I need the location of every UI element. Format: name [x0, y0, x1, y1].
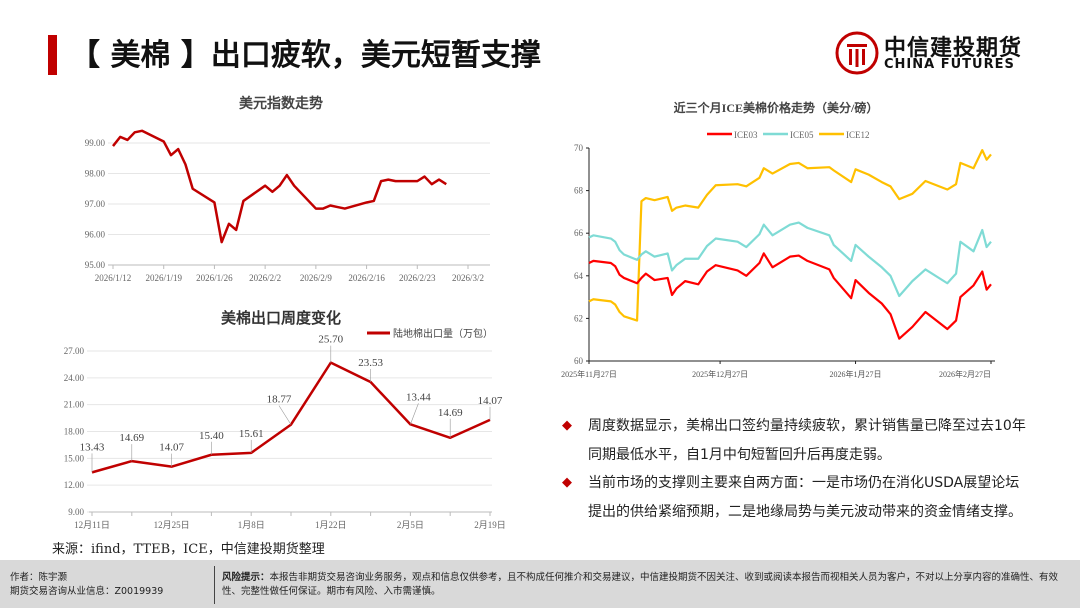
x-tick-label: 2月19日 [474, 520, 506, 530]
data-label: 13.44 [406, 391, 431, 403]
footer: 作者：陈宇灏 期货交易咨询从业信息：Z0019939 风险提示：本报告非期货交易… [0, 560, 1080, 608]
logo-en-text: CHINA FUTURES [884, 57, 1015, 72]
y-tick-label: 21.00 [64, 400, 85, 410]
y-tick-label: 66 [574, 228, 584, 238]
data-label: 15.40 [199, 430, 224, 442]
x-tick-label: 12月25日 [154, 520, 190, 530]
data-label: 14.69 [119, 432, 144, 444]
x-tick-label: 2025年12月27日 [692, 369, 748, 379]
export-chart: 美棉出口周度变化 陆地棉出口量（万包） 9.00 12.00 15.00 18.00 2… [64, 309, 506, 530]
data-label: 23.53 [358, 357, 383, 369]
x-tick-label: 2026/2/2 [249, 273, 281, 283]
y-tick-label: 70 [574, 143, 584, 153]
ice-chart-title: 近三个月ICE美棉价格走势（美分/磅） [674, 100, 879, 115]
diamond-icon: ◆ [562, 418, 572, 433]
logo-emblem-icon [835, 31, 879, 75]
risk-label: 风险提示： [222, 572, 270, 583]
ice-chart: 近三个月ICE美棉价格走势（美分/磅） ICE03 ICE05 ICE12 60 62 6… [561, 100, 995, 379]
x-tick-label: 2026年1月27日 [830, 369, 882, 379]
export-line [91, 361, 491, 474]
y-tick-label: 62 [574, 313, 583, 323]
dxy-chart-title: 美元指数走势 [239, 95, 323, 112]
x-tick-label: 2月5日 [397, 520, 424, 530]
x-tick-label: 2026/2/16 [348, 273, 385, 283]
data-label: 25.70 [318, 334, 343, 346]
y-tick-label: 15.00 [64, 453, 85, 463]
dxy-chart: 美元指数走势 95.00 96.00 97.00 98.00 99.00 2026/1/1… [85, 95, 490, 283]
dxy-line [112, 129, 447, 244]
y-tick-label: 68 [574, 186, 584, 196]
data-label: 18.77 [267, 394, 292, 406]
license-number: 期货交易咨询从业信息：Z0019939 [10, 586, 164, 597]
author: 作者：陈宇灏 [10, 572, 68, 583]
bullet-text: 周度数据显示，美棉出口签约量持续疲软，累计销售量已降至过去10年同期最低水平，自… [588, 418, 1026, 463]
bullet-text: 当前市场的支撑则主要来自两方面：一是市场仍在消化USDA展望论坛提出的供给紧缩预… [588, 475, 1022, 520]
series-line-ice05 [588, 221, 992, 298]
data-label: 15.61 [239, 428, 264, 440]
x-tick-label: 2026/2/23 [399, 273, 436, 283]
y-tick-label: 95.00 [85, 260, 106, 270]
title-accent-bar [48, 35, 57, 75]
y-tick-label: 12.00 [64, 480, 85, 490]
data-label: 14.07 [478, 395, 503, 407]
x-tick-label: 1月8日 [238, 520, 265, 530]
commentary: ◆ 周度数据显示，美棉出口签约量持续疲软，累计销售量已降至过去10年同期最低水平，… [560, 412, 1030, 526]
y-tick-label: 60 [574, 356, 584, 366]
x-tick-label: 2026/1/26 [196, 273, 233, 283]
bullet-item: ◆ 周度数据显示，美棉出口签约量持续疲软，累计销售量已降至过去10年同期最低水平，… [560, 412, 1030, 469]
legend-label-ice12: ICE12 [846, 130, 870, 140]
logo-cn-text: 中信建投期货 [884, 36, 1023, 61]
x-tick-label: 2026/1/19 [145, 273, 182, 283]
y-tick-label: 99.00 [85, 138, 106, 148]
bullet-item: ◆ 当前市场的支撑则主要来自两方面：一是市场仍在消化USDA展望论坛提出的供给紧缩… [560, 469, 1030, 526]
data-label: 14.07 [159, 442, 184, 454]
diamond-icon: ◆ [562, 475, 572, 490]
risk-text: 本报告非期货交易咨询业务服务，观点和信息仅供参考，且不构成任何推介和交易建议，中… [222, 572, 1059, 597]
page-title: 【 美棉 】出口疲软，美元短暂支撑 [70, 38, 541, 73]
y-tick-label: 9.00 [68, 507, 84, 517]
export-chart-title: 美棉出口周度变化 [221, 309, 341, 327]
x-tick-label: 2026年2月27日 [939, 369, 991, 379]
series-line-ice03 [588, 252, 992, 340]
data-label-leader [410, 403, 419, 425]
risk-disclaimer: 风险提示：本报告非期货交易咨询业务服务，观点和信息仅供参考，且不构成任何推介和交… [222, 571, 1062, 599]
data-label-leader [278, 405, 292, 425]
charts-layer: 美元指数走势 95.00 96.00 97.00 98.00 99.00 2026/1/1… [64, 95, 995, 530]
y-tick-label: 98.00 [85, 169, 106, 179]
x-tick-label: 2026/3/2 [452, 273, 484, 283]
source-note: 来源：ifind，TTEB，ICE，中信建投期货整理 [52, 542, 325, 557]
legend-label-ice05: ICE05 [790, 130, 814, 140]
x-tick-label: 2025年11月27日 [561, 369, 617, 379]
data-label: 13.43 [80, 441, 105, 453]
y-tick-label: 96.00 [85, 230, 106, 240]
y-tick-label: 24.00 [64, 373, 85, 383]
export-legend-label: 陆地棉出口量（万包） [393, 327, 493, 340]
company-logo: 中信建投期货 CHINA FUTURES [834, 30, 1034, 76]
legend-label-ice03: ICE03 [734, 130, 758, 140]
series-line-ice12 [588, 149, 992, 322]
y-tick-label: 18.00 [64, 427, 85, 437]
x-tick-label: 1月22日 [315, 520, 347, 530]
footer-divider [214, 566, 215, 604]
y-tick-label: 27.00 [64, 346, 85, 356]
x-tick-label: 12月11日 [74, 520, 110, 530]
x-tick-label: 2026/2/9 [300, 273, 333, 283]
y-tick-label: 64 [574, 271, 584, 281]
data-label: 14.69 [438, 407, 463, 419]
x-tick-label: 2026/1/12 [95, 273, 132, 283]
y-tick-label: 97.00 [85, 199, 106, 209]
